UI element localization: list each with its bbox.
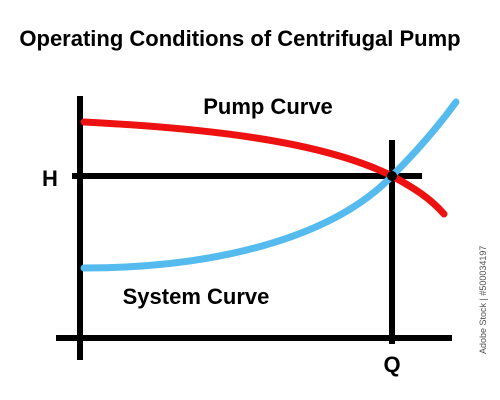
operating-point <box>387 171 397 181</box>
system-curve-label: System Curve <box>123 284 270 309</box>
pump-curve <box>80 118 448 218</box>
pump-curve-label: Pump Curve <box>203 94 333 119</box>
system-curve <box>80 98 460 272</box>
stock-watermark-caption: Adobe Stock | #500034197 <box>478 245 488 355</box>
diagram-title: Operating Conditions of Centrifugal Pump <box>19 26 460 51</box>
head-axis-label: H <box>42 166 58 191</box>
flow-axis-label: Q <box>383 352 400 377</box>
